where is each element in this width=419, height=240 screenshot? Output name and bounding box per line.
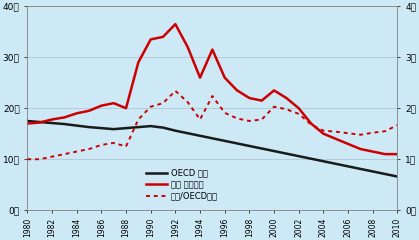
Legend: OECD 평균, 한국 사망자수, 한국/OECD평균: OECD 평균, 한국 사망자수, 한국/OECD평균 — [142, 165, 221, 204]
